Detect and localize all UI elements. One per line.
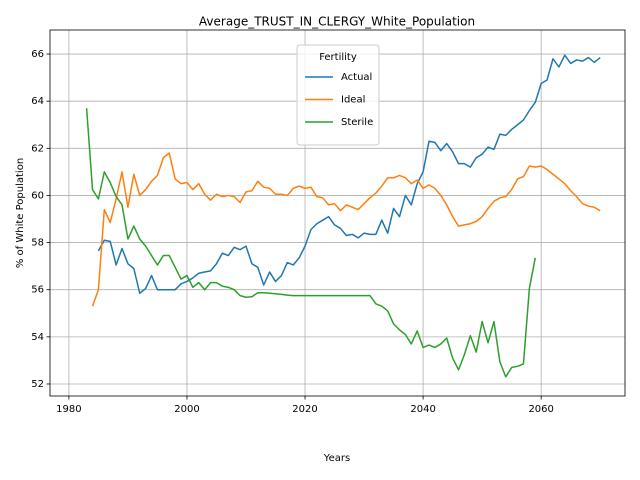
- y-tick-label: 58: [31, 238, 44, 249]
- data-line: [85, 108, 537, 378]
- plot-frame: [49, 29, 626, 397]
- legend-label: Ideal: [341, 95, 365, 106]
- x-tick-label: 2060: [528, 404, 553, 415]
- y-tick-label: 52: [31, 379, 44, 390]
- x-axis-label: Years: [323, 453, 350, 464]
- y-tick-label: 64: [31, 96, 44, 107]
- data-line: [97, 54, 601, 294]
- data-line: [91, 152, 601, 307]
- x-tick-label: 2000: [174, 404, 199, 415]
- y-axis-label: % of White Population: [15, 158, 26, 268]
- legend-label: Actual: [341, 72, 372, 83]
- x-tick-label: 2020: [292, 404, 317, 415]
- x-tick-label: 1980: [56, 404, 81, 415]
- x-tick-label: 2040: [410, 404, 435, 415]
- y-tick-label: 60: [31, 190, 44, 201]
- legend-title: Fertility: [319, 52, 357, 63]
- y-tick-label: 66: [31, 49, 44, 60]
- y-tick-label: 62: [31, 143, 44, 154]
- y-tick-label: 54: [31, 332, 44, 343]
- y-tick-label: 56: [31, 285, 44, 296]
- legend-label: Sterile: [341, 117, 373, 128]
- legend-box: [296, 44, 380, 146]
- chart-title: Average_TRUST_IN_CLERGY_White_Population: [199, 15, 475, 29]
